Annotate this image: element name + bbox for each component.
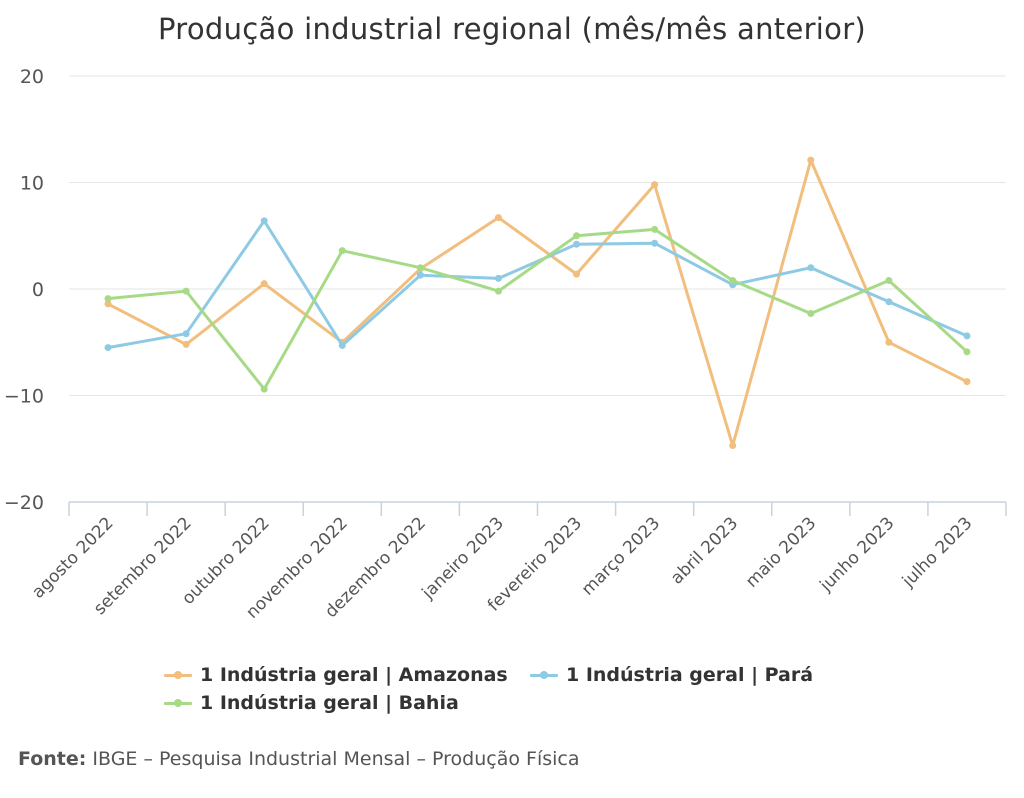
data-point[interactable] [885, 298, 893, 306]
series-line-2[interactable] [106, 227, 969, 391]
x-tick-label: junho 2023 [816, 513, 899, 596]
data-point[interactable] [573, 232, 581, 240]
legend-item-amazonas[interactable]: 1 Indústria geral | Amazonas [164, 664, 508, 686]
data-point[interactable] [963, 332, 971, 340]
data-point[interactable] [494, 287, 502, 295]
data-point[interactable] [182, 340, 190, 348]
data-point[interactable] [182, 330, 190, 338]
data-point[interactable] [963, 348, 971, 356]
legend-label-amazonas: 1 Indústria geral | Amazonas [200, 664, 508, 686]
data-point[interactable] [651, 239, 659, 247]
chart-title: Produção industrial regional (mês/mês an… [157, 12, 867, 46]
data-point[interactable] [338, 341, 346, 349]
data-point[interactable] [104, 295, 112, 303]
x-tick-label: maio 2023 [742, 513, 820, 591]
series-lines [104, 156, 971, 450]
y-tick-label: −20 [4, 492, 44, 514]
data-point[interactable] [573, 270, 581, 278]
source-note: Fonte: IBGE – Pesquisa Industrial Mensal… [18, 748, 580, 770]
data-point[interactable] [260, 385, 268, 393]
legend-marker-amazonas-icon [164, 670, 192, 679]
data-point[interactable] [963, 378, 971, 386]
legend-label-para: 1 Indústria geral | Pará [566, 664, 814, 686]
data-point[interactable] [416, 264, 424, 272]
x-tick-label: abril 2023 [667, 513, 742, 588]
source-label: Fonte: [18, 748, 87, 770]
legend-item-bahia[interactable]: 1 Indústria geral | Bahia [164, 692, 459, 714]
y-tick-label: 0 [32, 279, 44, 301]
data-point[interactable] [729, 276, 737, 284]
grid-lines [69, 75, 1006, 396]
data-point[interactable] [807, 309, 815, 317]
data-point[interactable] [651, 225, 659, 233]
legend-marker-para-icon [530, 670, 558, 679]
data-point[interactable] [338, 247, 346, 255]
x-tick-label: agosto 2022 [28, 513, 117, 602]
data-point[interactable] [651, 181, 659, 189]
x-tick-label: julho 2023 [898, 513, 977, 592]
legend-label-bahia: 1 Indústria geral | Bahia [200, 692, 459, 714]
data-point[interactable] [885, 276, 893, 284]
x-tick-label: março 2023 [578, 513, 664, 599]
y-axis-ticks: 20 10 0 −10 −20 [4, 66, 44, 514]
data-point[interactable] [260, 217, 268, 225]
legend-marker-bahia-icon [164, 698, 192, 707]
data-point[interactable] [729, 442, 737, 450]
data-point[interactable] [885, 338, 893, 346]
series-line-1[interactable] [106, 219, 969, 350]
data-point[interactable] [104, 300, 112, 308]
y-tick-label: 10 [20, 173, 44, 195]
y-tick-label: 20 [20, 66, 44, 88]
data-point[interactable] [807, 264, 815, 272]
source-text: IBGE – Pesquisa Industrial Mensal – Prod… [92, 748, 580, 770]
data-point[interactable] [182, 287, 190, 295]
data-point[interactable] [573, 240, 581, 248]
data-point[interactable] [494, 274, 502, 282]
data-point[interactable] [494, 214, 502, 222]
series-line-0[interactable] [106, 158, 969, 448]
data-point[interactable] [807, 156, 815, 164]
data-point[interactable] [104, 344, 112, 352]
data-point[interactable] [260, 280, 268, 288]
data-point[interactable] [416, 271, 424, 279]
y-tick-label: −10 [4, 386, 44, 408]
legend-item-para[interactable]: 1 Indústria geral | Pará [530, 664, 813, 686]
